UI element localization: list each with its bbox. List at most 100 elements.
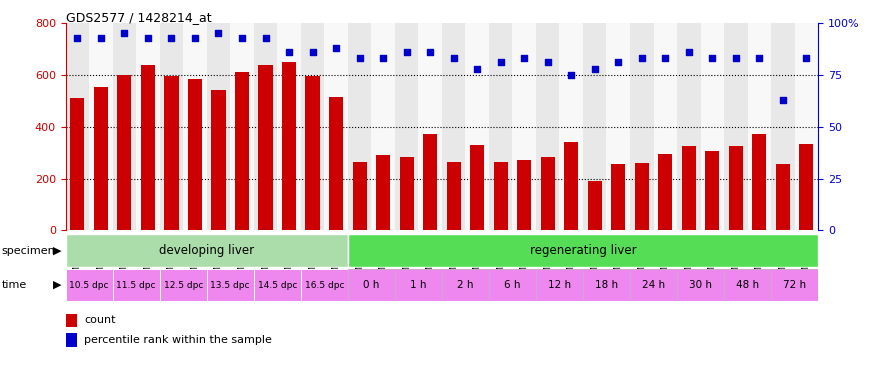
Bar	[513, 23, 536, 230]
Text: count: count	[84, 316, 116, 326]
Bar	[282, 62, 296, 230]
Bar	[752, 134, 766, 230]
Bar	[94, 86, 108, 230]
Bar	[583, 23, 606, 230]
Text: 16.5 dpc: 16.5 dpc	[304, 281, 344, 290]
Bar	[658, 154, 672, 230]
Bar	[630, 269, 677, 301]
Point	[612, 60, 626, 66]
Bar	[254, 23, 277, 230]
Bar	[348, 234, 818, 267]
Point	[141, 35, 155, 41]
Text: 2 h: 2 h	[457, 280, 473, 290]
Point	[705, 55, 719, 61]
Text: 11.5 dpc: 11.5 dpc	[116, 281, 156, 290]
Bar	[206, 23, 230, 230]
Bar	[724, 23, 747, 230]
Bar	[724, 269, 771, 301]
Bar	[446, 162, 461, 230]
Point	[517, 55, 531, 61]
Bar	[677, 269, 724, 301]
Bar	[489, 23, 513, 230]
Bar	[536, 269, 583, 301]
Bar	[301, 23, 325, 230]
Bar	[66, 269, 113, 301]
Bar	[771, 269, 818, 301]
Text: 6 h: 6 h	[504, 280, 521, 290]
Bar	[517, 161, 531, 230]
Text: 10.5 dpc: 10.5 dpc	[69, 281, 108, 290]
Text: 1 h: 1 h	[410, 280, 427, 290]
Point	[493, 60, 507, 66]
Text: 72 h: 72 h	[783, 280, 806, 290]
Bar	[206, 269, 254, 301]
Bar	[66, 23, 89, 230]
Bar	[277, 23, 301, 230]
Bar	[395, 269, 442, 301]
Point	[400, 49, 414, 55]
Point	[658, 55, 672, 61]
Text: 48 h: 48 h	[736, 280, 760, 290]
Bar	[424, 134, 438, 230]
Text: ▶: ▶	[52, 245, 61, 256]
Bar	[559, 23, 583, 230]
Bar	[588, 181, 602, 230]
Bar	[230, 23, 254, 230]
Text: 14.5 dpc: 14.5 dpc	[257, 281, 297, 290]
Bar	[117, 75, 131, 230]
Point	[117, 30, 131, 36]
Text: specimen: specimen	[2, 245, 55, 256]
Bar	[771, 23, 794, 230]
Bar	[747, 23, 771, 230]
Point	[70, 35, 84, 41]
Text: 12 h: 12 h	[548, 280, 571, 290]
Point	[729, 55, 743, 61]
Bar	[682, 146, 696, 230]
Bar	[141, 65, 155, 230]
Point	[752, 55, 766, 61]
Bar	[160, 23, 183, 230]
Point	[329, 45, 343, 51]
Bar	[348, 23, 371, 230]
Point	[212, 30, 226, 36]
Point	[634, 55, 648, 61]
Bar	[353, 162, 367, 230]
Bar	[66, 234, 348, 267]
Bar	[183, 23, 206, 230]
Point	[682, 49, 696, 55]
Bar	[606, 23, 630, 230]
Text: 13.5 dpc: 13.5 dpc	[211, 281, 250, 290]
Bar	[160, 269, 206, 301]
Text: GDS2577 / 1428214_at: GDS2577 / 1428214_at	[66, 12, 211, 25]
Bar	[493, 162, 507, 230]
Point	[446, 55, 460, 61]
Bar	[701, 23, 724, 230]
Bar	[164, 76, 178, 230]
Point	[376, 55, 390, 61]
Bar	[800, 144, 814, 230]
Point	[305, 49, 319, 55]
Bar	[66, 314, 77, 328]
Point	[424, 49, 438, 55]
Text: 24 h: 24 h	[642, 280, 665, 290]
Bar	[776, 164, 790, 230]
Point	[588, 66, 602, 72]
Text: time: time	[2, 280, 27, 290]
Bar	[305, 76, 319, 230]
Bar	[371, 23, 395, 230]
Point	[94, 35, 108, 41]
Point	[776, 97, 790, 103]
Text: 12.5 dpc: 12.5 dpc	[164, 281, 203, 290]
Bar	[212, 91, 226, 230]
Bar	[348, 269, 395, 301]
Text: developing liver: developing liver	[159, 244, 255, 257]
Point	[188, 35, 202, 41]
Text: ▶: ▶	[52, 280, 61, 290]
Bar	[258, 65, 273, 230]
Bar	[400, 157, 414, 230]
Text: 30 h: 30 h	[689, 280, 712, 290]
Bar	[705, 151, 719, 230]
Point	[164, 35, 178, 41]
Bar	[442, 269, 489, 301]
Point	[564, 72, 578, 78]
